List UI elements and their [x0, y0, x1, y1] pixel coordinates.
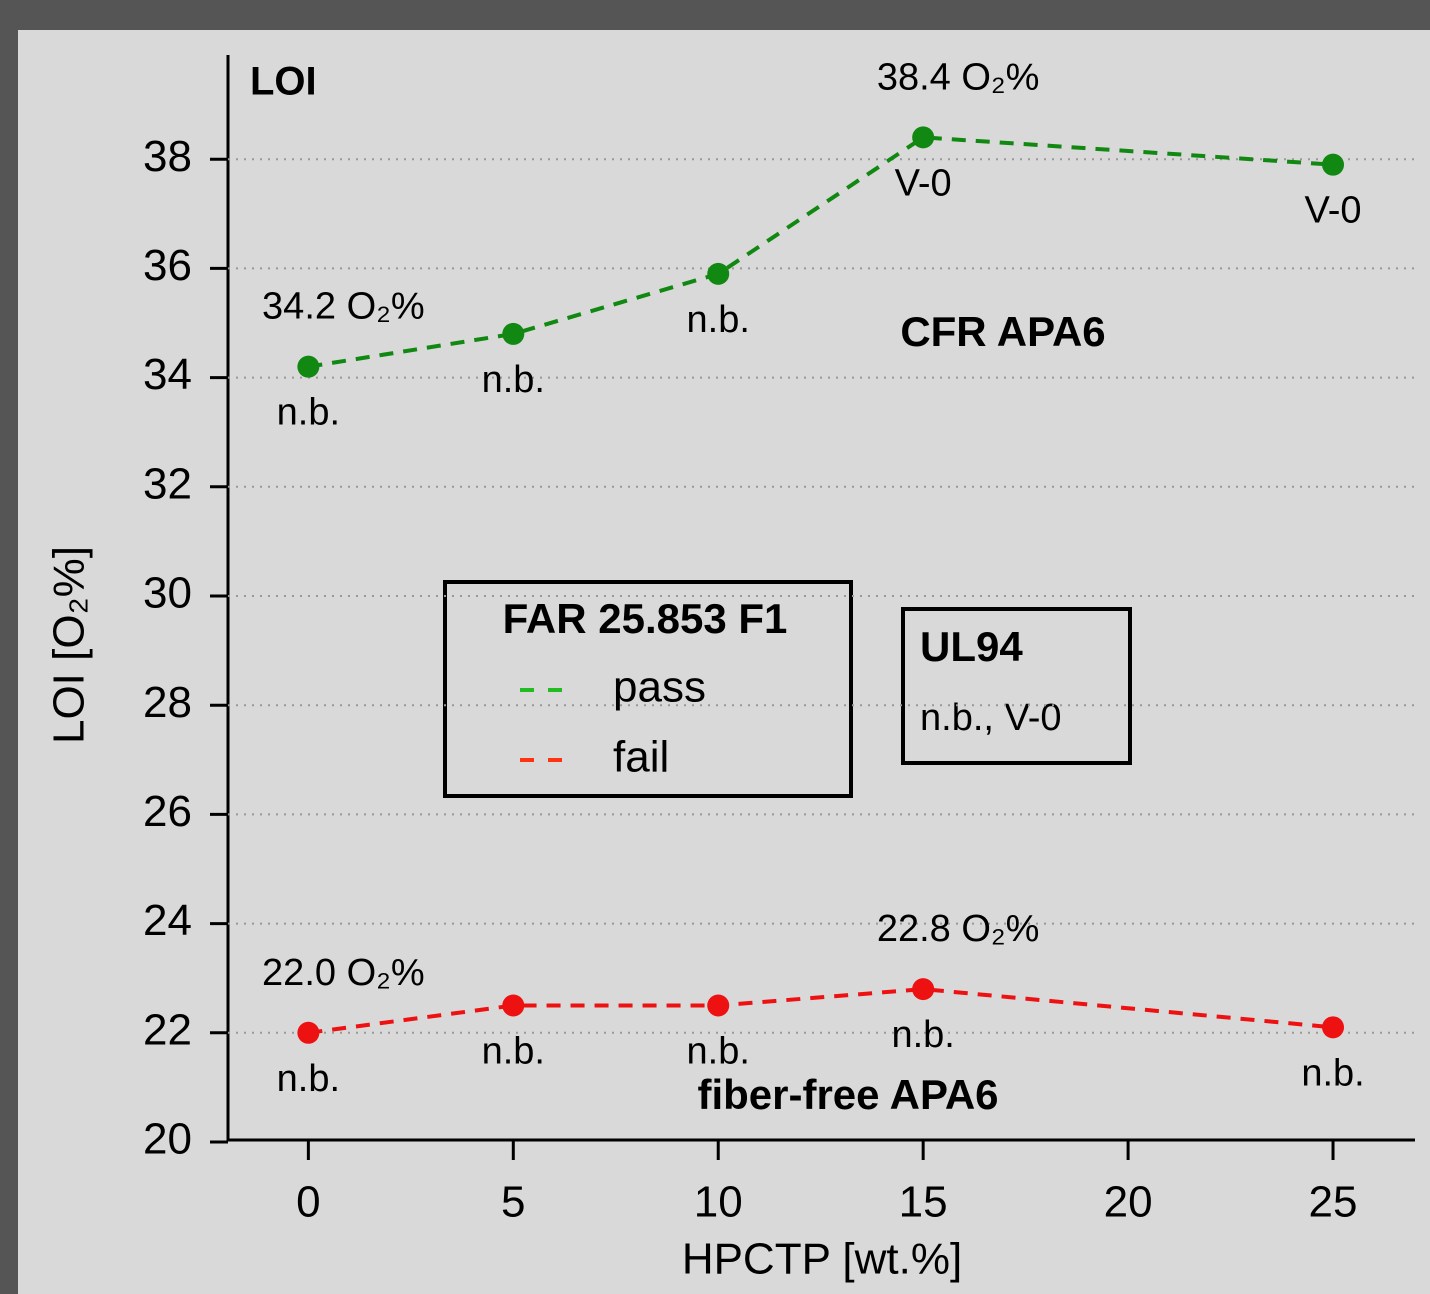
- y-tick-label: 30: [143, 569, 192, 618]
- y-tick-label: 36: [143, 241, 192, 290]
- x-tick-label: 0: [296, 1178, 320, 1227]
- series-name: fiber-free APA6: [697, 1071, 998, 1118]
- series-name: CFR APA6: [900, 308, 1105, 355]
- x-tick-label: 5: [501, 1178, 525, 1227]
- x-tick-label: 15: [899, 1178, 948, 1227]
- data-point: [502, 323, 524, 345]
- data-point: [912, 126, 934, 148]
- legend-label: fail: [613, 733, 669, 782]
- point-label: n.b.: [1301, 1052, 1364, 1094]
- value-label: 22.8 O₂%: [877, 908, 1040, 950]
- point-label: n.b.: [687, 299, 750, 341]
- data-point: [1322, 154, 1344, 176]
- data-point: [1322, 1016, 1344, 1038]
- y-tick-label: 32: [143, 459, 192, 508]
- y-tick-label: 34: [143, 350, 192, 399]
- data-point: [912, 978, 934, 1000]
- value-label: 22.0 O₂%: [262, 952, 425, 994]
- x-tick-label: 10: [694, 1178, 743, 1227]
- y-tick-label: 22: [143, 1005, 192, 1054]
- data-point: [707, 263, 729, 285]
- point-label: n.b.: [482, 359, 545, 401]
- page: LOI HPCTP [wt.%] LOI [O₂%] FAR 25.853 F1…: [0, 0, 1430, 1294]
- legend-title: FAR 25.853 F1: [503, 595, 788, 642]
- y-tick-label: 28: [143, 678, 192, 727]
- value-label: 34.2 O₂%: [262, 286, 425, 328]
- data-point: [502, 995, 524, 1017]
- y-tick-label: 24: [143, 896, 192, 945]
- legend-label: pass: [613, 663, 706, 712]
- point-label: n.b.: [687, 1031, 750, 1073]
- point-label: n.b.: [277, 392, 340, 434]
- data-point: [297, 356, 319, 378]
- point-label: n.b.: [277, 1058, 340, 1100]
- point-label: n.b.: [482, 1031, 545, 1073]
- y-axis-label: LOI [O₂%]: [45, 546, 94, 744]
- value-label: 38.4 O₂%: [877, 56, 1040, 98]
- point-label: n.b.: [891, 1014, 954, 1056]
- chart-title: LOI: [250, 60, 317, 104]
- x-tick-label: 20: [1104, 1178, 1153, 1227]
- ul94-text: n.b., V-0: [920, 697, 1062, 739]
- data-point: [297, 1022, 319, 1044]
- y-tick-label: 38: [143, 132, 192, 181]
- chart: LOI HPCTP [wt.%] LOI [O₂%] FAR 25.853 F1…: [0, 0, 1430, 1294]
- ul94-title: UL94: [920, 623, 1023, 670]
- x-tick-label: 25: [1309, 1178, 1358, 1227]
- point-label: V-0: [1305, 190, 1362, 232]
- x-axis-label: HPCTP [wt.%]: [682, 1235, 962, 1284]
- y-tick-label: 20: [143, 1115, 192, 1164]
- point-label: V-0: [895, 162, 952, 204]
- y-tick-label: 26: [143, 787, 192, 836]
- data-point: [707, 995, 729, 1017]
